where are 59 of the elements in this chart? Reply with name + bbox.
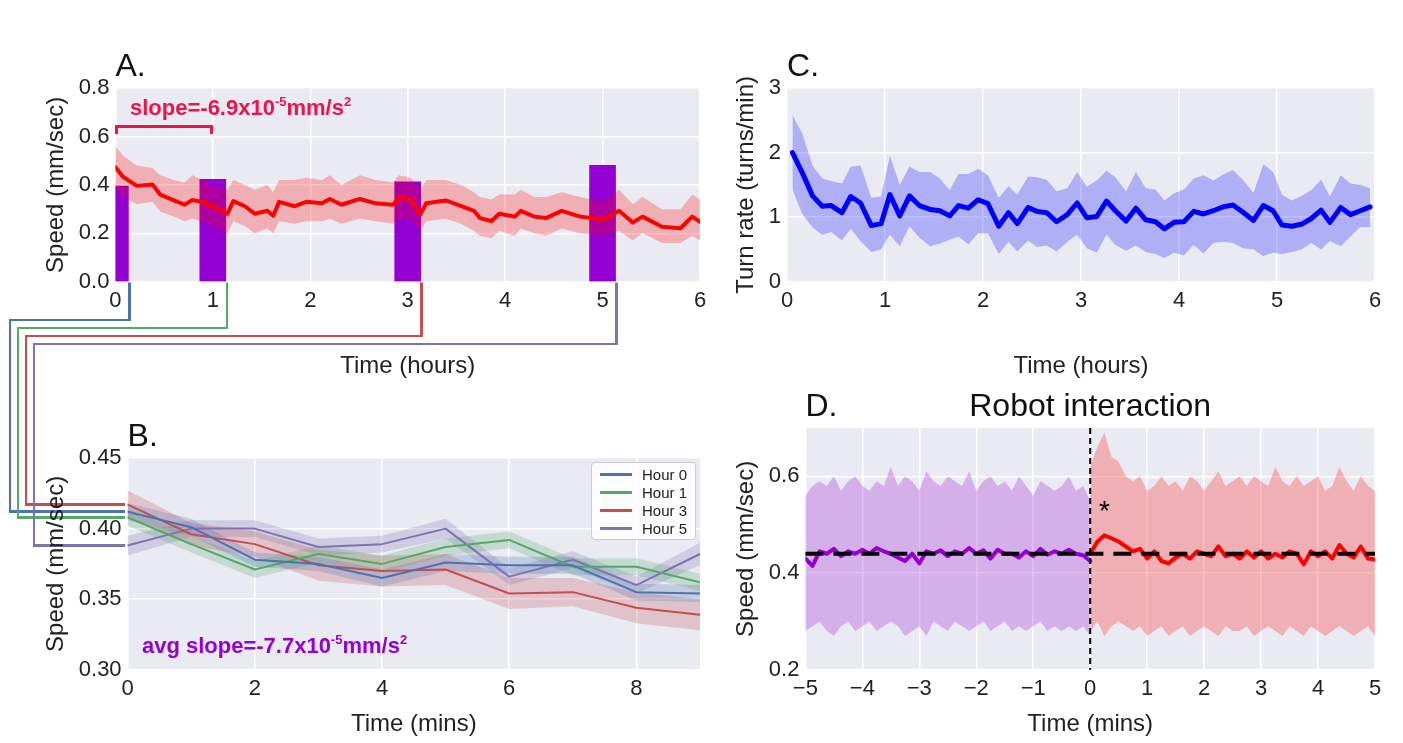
x-tick-label: 6 <box>693 287 707 313</box>
x-tick-label: −3 <box>906 675 932 701</box>
legend-label: Hour 5 <box>641 519 687 537</box>
annotation: * <box>1098 494 1110 526</box>
x-tick-label: −4 <box>849 675 875 701</box>
y-tick-label: 1 <box>768 203 782 229</box>
y-tick-label: 0 <box>768 267 782 293</box>
y-tick-label: 2 <box>768 138 782 164</box>
x-tick-label: 5 <box>596 287 609 313</box>
chart-title: D. <box>805 387 838 423</box>
y-tick-label: 0.4 <box>768 559 800 585</box>
y-axis-title: Speed (mm/sec) <box>41 475 69 652</box>
legend-label: Hour 3 <box>641 501 687 519</box>
y-tick-label: 0.2 <box>78 219 110 245</box>
y-tick-label: 0.45 <box>78 444 122 470</box>
y-tick-label: 0.6 <box>768 462 800 488</box>
y-axis-title: Speed (mm/sec) <box>731 460 759 637</box>
x-axis-title: Time (mins) <box>1027 709 1154 737</box>
x-axis-title: Time (hours) <box>1013 351 1149 379</box>
y-tick-label: 0.4 <box>78 170 110 196</box>
y-tick-label: 0.35 <box>78 585 122 611</box>
x-tick-label: 4 <box>375 675 389 701</box>
x-tick-label: 2 <box>976 287 990 313</box>
chart-subtitle: Robot interaction <box>969 387 1212 423</box>
x-tick-label: −1 <box>1020 675 1046 701</box>
x-tick-label: 2 <box>304 287 317 313</box>
x-tick-label: −2 <box>963 675 989 701</box>
x-tick-label: 0 <box>1084 675 1097 701</box>
x-tick-label: 1 <box>206 287 219 313</box>
x-tick-label: 3 <box>1074 287 1088 313</box>
x-tick-label: 6 <box>1368 287 1382 313</box>
chart-title: C. <box>787 47 820 83</box>
y-tick-label: 0.30 <box>78 655 122 681</box>
x-tick-label: 2 <box>1197 675 1211 701</box>
x-axis-title: Time (hours) <box>340 351 476 379</box>
chart-title: B. <box>127 417 158 453</box>
x-tick-label: 4 <box>1311 675 1325 701</box>
x-tick-label: 3 <box>401 287 414 313</box>
x-tick-label: 6 <box>503 675 516 701</box>
x-tick-label: 2 <box>248 675 261 701</box>
x-tick-label: 8 <box>630 675 643 701</box>
x-tick-label: 4 <box>499 287 512 313</box>
y-tick-label: 0.40 <box>78 514 122 540</box>
legend-label: Hour 0 <box>641 465 687 483</box>
y-axis-title: Speed (mm/sec) <box>41 96 69 273</box>
x-tick-label: 4 <box>1172 287 1186 313</box>
x-tick-label: 1 <box>1141 675 1154 701</box>
x-tick-label: 5 <box>1270 287 1284 313</box>
y-axis-title: Turn rate (turns/min) <box>731 75 759 294</box>
chart-title: A. <box>115 47 146 83</box>
x-tick-label: 3 <box>1254 675 1268 701</box>
y-tick-label: 3 <box>768 74 782 100</box>
y-tick-label: 0.8 <box>78 74 110 100</box>
x-tick-label: 1 <box>878 287 892 313</box>
x-axis-title: Time (mins) <box>350 709 477 737</box>
y-tick-label: 0.6 <box>78 122 110 148</box>
y-tick-label: 0.0 <box>78 267 110 293</box>
x-tick-label: 5 <box>1368 675 1382 701</box>
legend-label: Hour 1 <box>641 483 687 501</box>
